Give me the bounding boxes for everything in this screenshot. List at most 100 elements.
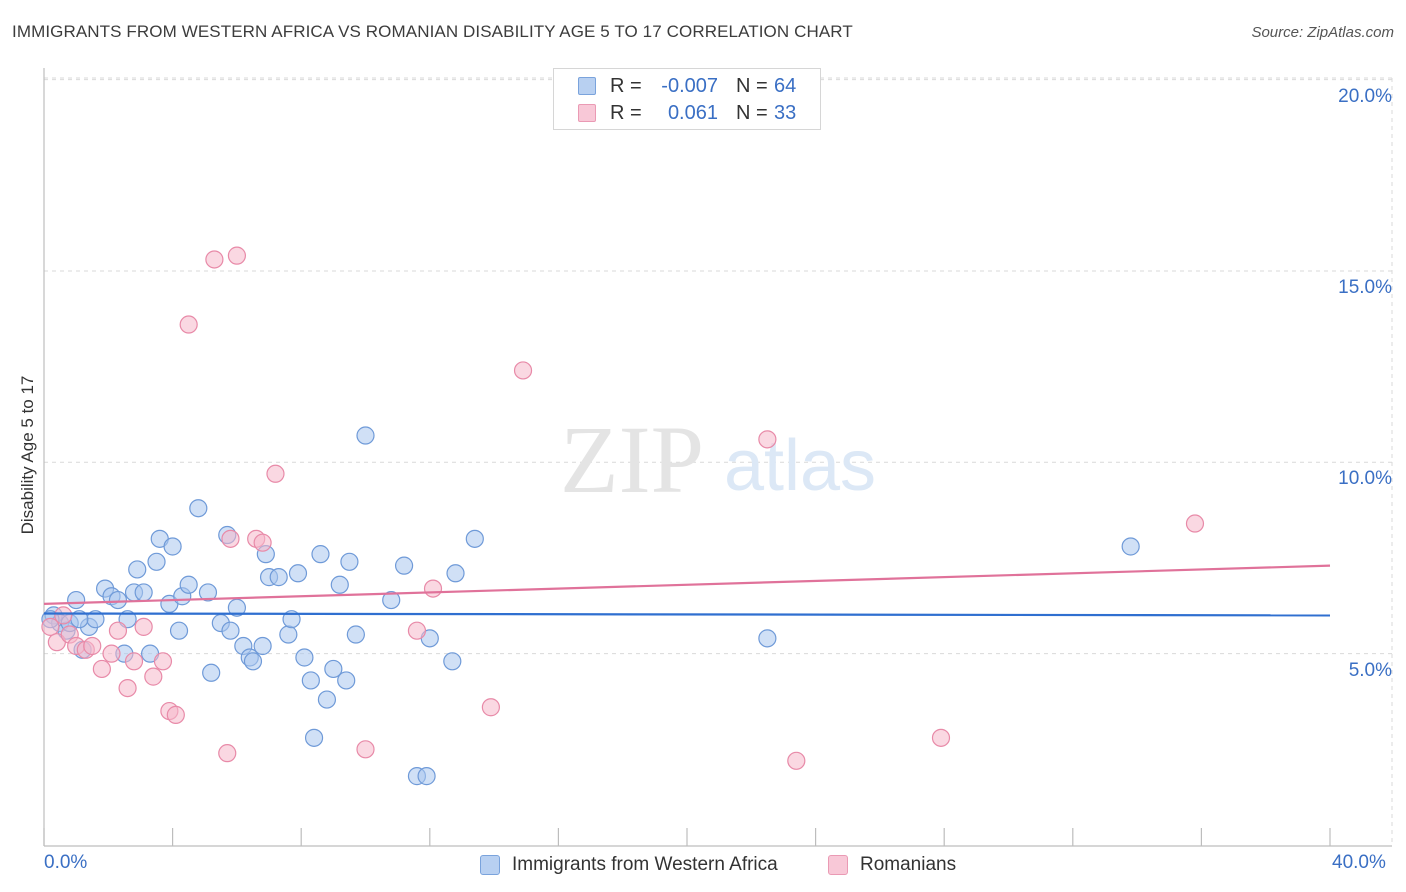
romanian-point (253, 533, 272, 552)
western-africa-point (340, 552, 359, 571)
western-africa-point (317, 690, 337, 709)
legend-label: Romanians (860, 854, 957, 875)
romanian-point (102, 644, 121, 663)
chart-title: IMMIGRANTS FROM WESTERN AFRICA VS ROMANI… (12, 22, 853, 41)
stats-row-romanians: R = 0.061 N = 33 (578, 100, 796, 126)
western-africa-point (311, 545, 330, 564)
western-africa-point (147, 552, 166, 571)
watermark-zip: ZIP (560, 406, 704, 513)
western-africa-point (288, 564, 308, 583)
romanian-point (179, 315, 198, 334)
western-africa-point (295, 648, 314, 667)
x-tick-label-min: 0.0% (44, 852, 88, 873)
romanian-point (41, 617, 60, 636)
stats-legend: R = -0.007 N = 64 R = 0.061 N = 33 (553, 68, 821, 130)
blue-swatch (578, 77, 596, 95)
romanian-point (218, 744, 237, 763)
romanian-point (931, 728, 951, 747)
western-africa-point (279, 625, 298, 644)
n-value: 33 (774, 101, 797, 124)
western-africa-point (128, 560, 147, 579)
western-africa-point (330, 575, 349, 594)
romanian-point (423, 579, 443, 598)
romanian-trend-line (43, 564, 1331, 605)
data-points (41, 246, 1205, 786)
n-value: 64 (774, 74, 797, 97)
n-label: N = (736, 74, 768, 97)
romanian-point (221, 529, 240, 548)
western-africa-point (465, 529, 484, 548)
y-tick-label: 10.0% (1338, 468, 1392, 489)
western-africa-point (169, 621, 189, 640)
western-africa-point (382, 590, 401, 610)
series-legend: Immigrants from Western Africa Romanians (0, 852, 1406, 878)
r-value: 0.061 (667, 101, 718, 124)
r-label: R = (610, 74, 642, 97)
legend-item-romanians[interactable]: Romanians (828, 852, 956, 878)
legend-label: Immigrants from Western Africa (512, 854, 778, 875)
stats-row-western-africa: R = -0.007 N = 64 (578, 73, 796, 99)
western-africa-point (179, 575, 198, 594)
y-tick-label: 20.0% (1338, 86, 1392, 107)
grid-lines (44, 77, 1393, 846)
romanian-point (1185, 514, 1205, 533)
legend-item-western-africa[interactable]: Immigrants from Western Africa (480, 852, 778, 878)
western-africa-point (221, 621, 240, 640)
romanian-point (166, 705, 185, 724)
romanian-point (54, 606, 73, 625)
romanian-point (356, 740, 375, 759)
western-africa-trend-line (43, 612, 1331, 617)
western-africa-point (417, 767, 436, 786)
western-africa-point (189, 499, 208, 518)
romanian-point (481, 698, 500, 717)
y-tick-label: 5.0% (1348, 660, 1392, 681)
romanian-point (124, 652, 144, 671)
western-africa-point (243, 652, 263, 671)
romanian-point (83, 636, 102, 656)
romanian-point (513, 361, 533, 380)
blue-swatch (480, 855, 500, 875)
western-africa-point (304, 728, 324, 747)
pink-swatch (828, 855, 848, 875)
western-africa-point (443, 652, 462, 671)
pink-swatch (578, 104, 596, 122)
western-africa-point (356, 426, 375, 445)
romanian-point (92, 659, 111, 679)
romanian-point (134, 617, 153, 636)
western-africa-point (758, 629, 777, 648)
western-africa-point (337, 671, 356, 690)
source-label: Source: ZipAtlas.com (1251, 24, 1394, 41)
r-label: R = (610, 101, 642, 124)
western-africa-point (134, 583, 153, 602)
trend-lines (43, 564, 1331, 617)
western-africa-point (282, 610, 301, 629)
western-africa-point (253, 636, 272, 656)
romanian-point (118, 678, 137, 698)
western-africa-point (108, 590, 128, 610)
romanian-point (758, 430, 777, 449)
western-africa-point (446, 564, 465, 583)
romanian-point (266, 464, 285, 483)
western-africa-point (394, 556, 414, 575)
western-africa-point (346, 625, 365, 644)
western-africa-point (269, 568, 288, 587)
y-tick-label: 15.0% (1338, 277, 1392, 298)
n-label: N = (736, 101, 768, 124)
romanian-point (144, 667, 163, 686)
axes (43, 68, 1392, 847)
romanian-point (205, 250, 224, 269)
x-tick-label-max: 40.0% (1332, 852, 1386, 873)
romanian-point (108, 621, 128, 640)
western-africa-point (301, 671, 320, 690)
romanian-point (407, 621, 427, 640)
western-africa-point (202, 663, 221, 682)
watermark-atlas: atlas (724, 426, 876, 506)
western-africa-point (198, 583, 218, 602)
western-africa-point (163, 537, 182, 556)
western-africa-point (67, 590, 86, 610)
western-africa-point (324, 659, 343, 679)
romanian-point (153, 652, 173, 671)
western-africa-point (1121, 537, 1140, 556)
romanian-point (227, 246, 246, 265)
